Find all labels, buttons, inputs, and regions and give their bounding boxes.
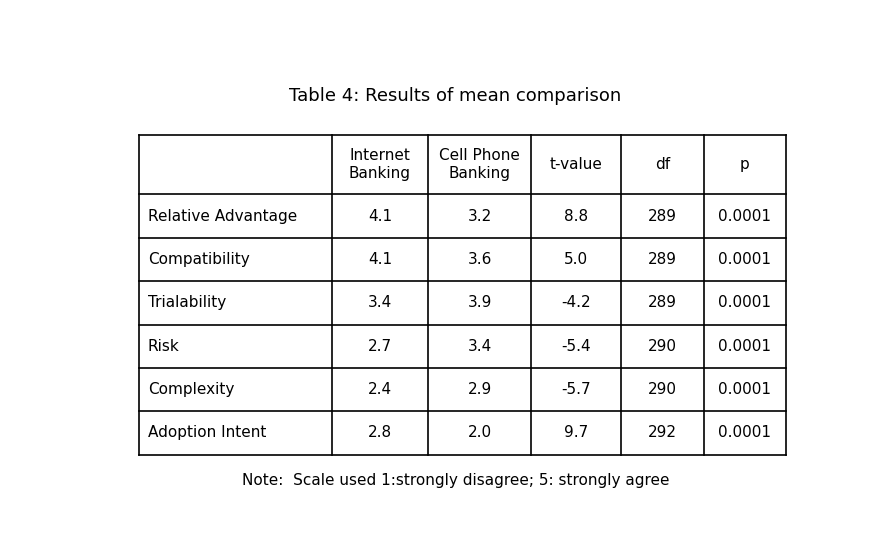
Text: 4.1: 4.1 — [368, 209, 392, 224]
Text: 3.4: 3.4 — [468, 338, 492, 354]
Text: Internet
Banking: Internet Banking — [348, 148, 411, 181]
Text: 289: 289 — [648, 252, 677, 267]
Text: 289: 289 — [648, 209, 677, 224]
Text: Adoption Intent: Adoption Intent — [148, 425, 266, 440]
Text: Relative Advantage: Relative Advantage — [148, 209, 297, 224]
Text: 3.2: 3.2 — [468, 209, 492, 224]
Text: 0.0001: 0.0001 — [718, 295, 772, 310]
Text: Complexity: Complexity — [148, 382, 234, 397]
Text: 2.8: 2.8 — [368, 425, 392, 440]
Text: 8.8: 8.8 — [565, 209, 589, 224]
Text: df: df — [654, 157, 670, 172]
Text: 0.0001: 0.0001 — [718, 338, 772, 354]
Text: 290: 290 — [648, 338, 677, 354]
Text: 290: 290 — [648, 382, 677, 397]
Text: 0.0001: 0.0001 — [718, 425, 772, 440]
Text: 3.6: 3.6 — [468, 252, 492, 267]
Text: 5.0: 5.0 — [565, 252, 589, 267]
Text: 3.9: 3.9 — [468, 295, 492, 310]
Text: p: p — [741, 157, 749, 172]
Text: 289: 289 — [648, 295, 677, 310]
Text: Compatibility: Compatibility — [148, 252, 250, 267]
Text: Table 4: Results of mean comparison: Table 4: Results of mean comparison — [290, 88, 621, 105]
Text: 9.7: 9.7 — [564, 425, 589, 440]
Text: -5.4: -5.4 — [561, 338, 591, 354]
Text: Cell Phone
Banking: Cell Phone Banking — [439, 148, 520, 181]
Text: 4.1: 4.1 — [368, 252, 392, 267]
Text: 0.0001: 0.0001 — [718, 382, 772, 397]
Text: Risk: Risk — [148, 338, 180, 354]
Text: 2.4: 2.4 — [368, 382, 392, 397]
Text: 2.7: 2.7 — [368, 338, 392, 354]
Text: t-value: t-value — [549, 157, 603, 172]
Text: Trialability: Trialability — [148, 295, 226, 310]
Text: 0.0001: 0.0001 — [718, 252, 772, 267]
Text: 3.4: 3.4 — [368, 295, 392, 310]
Text: Note:  Scale used 1:strongly disagree; 5: strongly agree: Note: Scale used 1:strongly disagree; 5:… — [242, 473, 669, 488]
Text: 2.9: 2.9 — [468, 382, 492, 397]
Text: 292: 292 — [648, 425, 677, 440]
Text: 2.0: 2.0 — [468, 425, 492, 440]
Text: -5.7: -5.7 — [561, 382, 591, 397]
Text: 0.0001: 0.0001 — [718, 209, 772, 224]
Text: -4.2: -4.2 — [561, 295, 591, 310]
